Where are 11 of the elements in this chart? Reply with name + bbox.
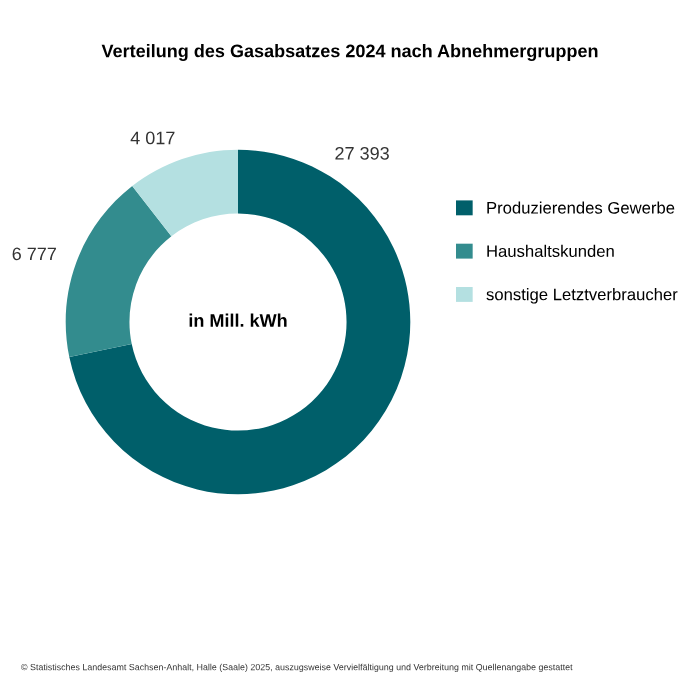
legend-label: Haushaltskunden (487, 244, 614, 258)
data-label: 27 393 (335, 146, 389, 160)
chart-title: Verteilung des Gasabsatzes 2024 nach Abnehmergruppen (101, 44, 598, 61)
data-label: 6 777 (12, 247, 56, 261)
data-label: 4 017 (130, 131, 175, 145)
text: in Mill. kWh (189, 313, 287, 327)
legend-label: Produzierendes Gewerbe (487, 201, 675, 214)
donut-slice (132, 149, 238, 237)
legend-label: sonstige Letztverbraucher (486, 288, 678, 304)
donut-slice (65, 185, 172, 358)
donut-slice (69, 149, 411, 495)
